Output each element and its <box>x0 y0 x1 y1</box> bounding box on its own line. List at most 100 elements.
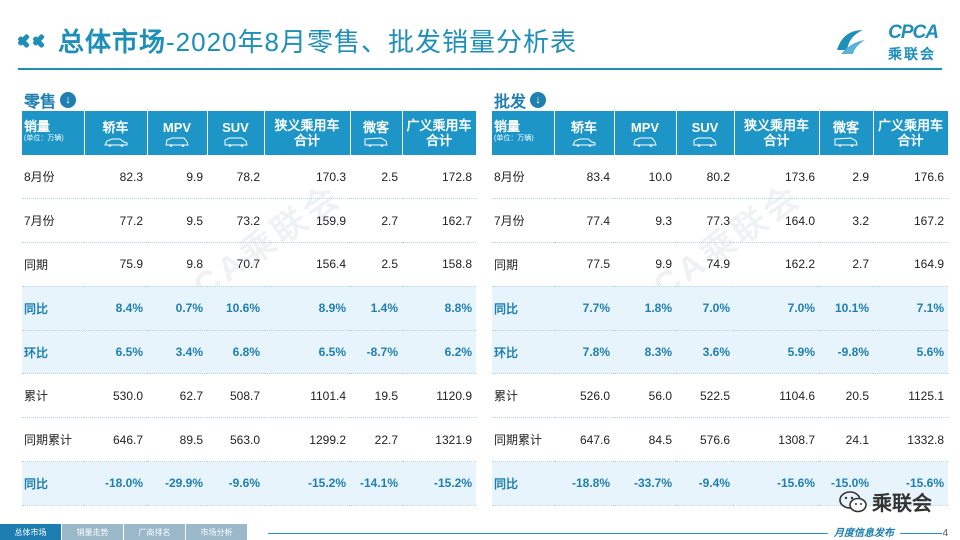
table-cell: 3.2 <box>819 198 873 244</box>
table-cell: 6.5% <box>84 330 147 375</box>
table-cell: -14.1% <box>350 461 402 506</box>
row-label: 同比 <box>492 286 554 331</box>
table-cell: 7.1% <box>873 286 948 331</box>
suv-icon <box>693 137 717 147</box>
mpv-icon <box>165 137 189 147</box>
table-cell: 2.7 <box>819 242 873 287</box>
table-cell: 2.5 <box>350 155 402 200</box>
table-row: 累计 526.0 56.0 522.5 1104.6 20.5 1125.1 <box>492 373 948 419</box>
table-cell: 164.0 <box>734 198 819 244</box>
header-sales: 销量 (单位：万辆) <box>22 111 85 155</box>
table-cell: 6.2% <box>402 330 476 375</box>
table-cell: -9.4% <box>676 461 734 506</box>
section-nav[interactable]: 总体市场 销量走势 厂商排名 市场分析 <box>0 524 248 540</box>
table-cell: -15.6% <box>873 461 948 506</box>
nav-item-analysis[interactable]: 市场分析 <box>186 524 248 540</box>
table-cell: 77.3 <box>676 198 734 244</box>
cpca-logo: CPCA 乘联会 <box>833 22 939 62</box>
table-cell: -29.9% <box>147 461 207 506</box>
nav-item-overall[interactable]: 总体市场 <box>0 524 62 540</box>
row-label: 同期累计 <box>492 417 554 463</box>
table-cell: 9.3 <box>614 198 676 244</box>
table-cell: 8.4% <box>84 286 147 331</box>
table-cell: 1125.1 <box>873 373 948 419</box>
header-minivan: 微客 <box>350 111 403 155</box>
table-cell: 6.8% <box>207 330 264 375</box>
table-cell: -33.7% <box>614 461 676 506</box>
header-narrow-total: 狭义乘用车 合计 <box>264 111 351 155</box>
header-suv: SUV <box>207 111 265 155</box>
table-cell: -9.6% <box>207 461 264 506</box>
table-row: 环比 7.8% 8.3% 3.6% 5.9% -9.8% 5.6% <box>492 330 948 375</box>
table-cell: 164.9 <box>873 242 948 287</box>
table-row: 同比 8.4% 0.7% 10.6% 8.9% 1.4% 8.8% <box>22 286 476 331</box>
table-row: 同期 75.9 9.8 70.7 156.4 2.5 158.8 <box>22 242 476 287</box>
table-row: 同比 -18.8% -33.7% -9.4% -15.6% -15.0% -15.6% <box>492 461 948 506</box>
table-cell: 2.7 <box>350 198 402 244</box>
table-cell: 526.0 <box>554 373 614 419</box>
table-cell: 9.8 <box>147 242 207 287</box>
title-divider <box>18 68 942 70</box>
table-cell: 1104.6 <box>734 373 819 419</box>
table-cell: 89.5 <box>147 417 207 463</box>
sedan-icon <box>572 138 596 147</box>
table-cell: 1101.4 <box>264 373 350 419</box>
table-cell: 74.9 <box>676 242 734 287</box>
table-cell: 77.4 <box>554 198 614 244</box>
minivan-icon <box>834 136 858 147</box>
nav-item-trend[interactable]: 销量走势 <box>62 524 124 540</box>
table-cell: 170.3 <box>264 155 350 200</box>
row-label: 同比 <box>22 286 84 331</box>
table-cell: 82.3 <box>84 155 147 200</box>
row-label: 环比 <box>22 330 84 375</box>
table-cell: 1299.2 <box>264 417 350 463</box>
table-cell: 3.4% <box>147 330 207 375</box>
row-label: 同期 <box>492 242 554 287</box>
row-label: 同期 <box>22 242 84 287</box>
title-rest: -2020年8月零售、批发销量分析表 <box>166 27 577 57</box>
table-cell: 1308.7 <box>734 417 819 463</box>
table-header-row: 销量 (单位：万辆) 轿车 MPV SUV 狭义乘用车 合计 微客 广义乘用车 合计 <box>22 111 477 155</box>
header-sedan: 轿车 <box>554 111 615 155</box>
table-cell: 172.8 <box>402 155 476 200</box>
header-broad-total: 广义乘用车 合计 <box>873 111 949 155</box>
table-row: 同期累计 647.6 84.5 576.6 1308.7 24.1 1332.8 <box>492 417 948 463</box>
table-cell: 24.1 <box>819 417 873 463</box>
table-cell: 62.7 <box>147 373 207 419</box>
mpv-icon <box>633 137 657 147</box>
table-cell: 2.9 <box>819 155 873 200</box>
table-cell: 530.0 <box>84 373 147 419</box>
table-cell: 522.5 <box>676 373 734 419</box>
logo-cn: 乘联会 <box>888 46 936 62</box>
table-cell: 167.2 <box>873 198 948 244</box>
header-minivan: 微客 <box>819 111 874 155</box>
table-cell: 647.6 <box>554 417 614 463</box>
table-row: 7月份 77.4 9.3 77.3 164.0 3.2 167.2 <box>492 198 948 244</box>
footer-divider <box>268 533 942 534</box>
table-cell: 80.2 <box>676 155 734 200</box>
table-cell: 7.7% <box>554 286 614 331</box>
table-cell: 8.3% <box>614 330 676 375</box>
table-cell: 9.5 <box>147 198 207 244</box>
table-cell: 2.5 <box>350 242 402 287</box>
table-cell: 576.6 <box>676 417 734 463</box>
header-narrow-total: 狭义乘用车 合计 <box>734 111 820 155</box>
table-cell: 6.5% <box>264 330 350 375</box>
row-label: 7月份 <box>22 198 84 244</box>
table-header-row: 销量 (单位：万辆) 轿车 MPV SUV 狭义乘用车 合计 微客 广义乘用车 合计 <box>492 111 949 155</box>
table-row: 同期累计 646.7 89.5 563.0 1299.2 22.7 1321.9 <box>22 417 476 463</box>
table-cell: 5.6% <box>873 330 948 375</box>
table-row: 7月份 77.2 9.5 73.2 159.9 2.7 162.7 <box>22 198 476 244</box>
cpca-swirl-icon <box>837 30 865 54</box>
table-cell: 3.6% <box>676 330 734 375</box>
table-cell: 20.5 <box>819 373 873 419</box>
table-cell: -15.2% <box>402 461 476 506</box>
table-cell: 156.4 <box>264 242 350 287</box>
table-cell: 77.2 <box>84 198 147 244</box>
table-cell: 56.0 <box>614 373 676 419</box>
table-row: 环比 6.5% 3.4% 6.8% 6.5% -8.7% 6.2% <box>22 330 476 375</box>
table-cell: 10.1% <box>819 286 873 331</box>
table-row: 8月份 83.4 10.0 80.2 173.6 2.9 176.6 <box>492 155 948 200</box>
nav-item-ranking[interactable]: 厂商排名 <box>124 524 186 540</box>
table-cell: -18.8% <box>554 461 614 506</box>
